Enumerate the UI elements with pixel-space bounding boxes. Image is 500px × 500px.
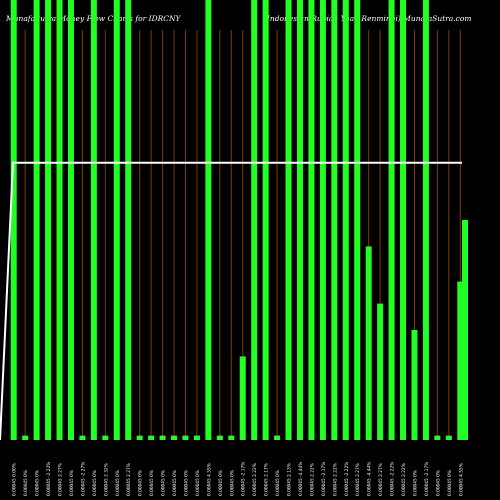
bar	[113, 0, 120, 440]
bar	[136, 435, 143, 440]
tick-label: 0.00045 2.22%	[332, 463, 338, 496]
tick-label: 0.00045 0%	[229, 470, 235, 496]
bar	[90, 0, 97, 440]
tick-label: 0.00045 0%	[447, 470, 453, 496]
tick-label: 0.00045 0%	[435, 470, 441, 496]
bar	[228, 435, 235, 440]
bar	[125, 0, 132, 440]
tick-label: 0.00045 0%	[35, 470, 41, 496]
tick-label: 0.00045 0%	[23, 470, 29, 496]
bar	[354, 0, 361, 440]
bar	[193, 435, 200, 440]
bar	[331, 0, 338, 440]
bar	[422, 0, 429, 440]
bar	[182, 435, 189, 440]
bar	[56, 0, 63, 440]
tick-label: 0.00045 2.27%	[126, 463, 132, 496]
bar	[411, 330, 418, 440]
flow-line	[0, 161, 462, 441]
tick-label: 0.00045 0%	[149, 470, 155, 496]
bar	[33, 0, 40, 440]
bar	[251, 0, 258, 440]
tick-label: 0.00045 -2.22%	[390, 462, 396, 496]
tick-label: 0.00045 2.27%	[58, 463, 64, 496]
bar	[148, 435, 155, 440]
tick-label: 0.00045 0%	[172, 470, 178, 496]
tick-label: 0.00045 4.55%	[458, 463, 464, 496]
tick-label: 0.00045 2.32%	[103, 463, 109, 496]
tick-label: 0.00045 -2.17%	[321, 462, 327, 496]
tick-label: 0.00045 2.27%	[355, 463, 361, 496]
chart-title-right: (Indonesian Rupiah Yuan Renminbi) Munafa…	[264, 14, 472, 23]
tick-label: 0.00045 0%	[115, 470, 121, 496]
bar	[342, 0, 349, 440]
bar	[262, 0, 269, 440]
bar	[457, 281, 464, 440]
tick-label: 0.00045 0%	[195, 470, 201, 496]
bar	[102, 435, 109, 440]
tick-label: 0.00045 0%	[69, 470, 75, 496]
tick-label: 0.00045 0%	[161, 470, 167, 496]
bar	[10, 0, 17, 440]
bar	[365, 246, 372, 440]
tick-label: 0.00045 -2.17%	[424, 462, 430, 496]
bar	[388, 0, 395, 440]
bar	[274, 435, 281, 440]
bar	[239, 356, 246, 440]
tick-label: 0.00045 0%	[138, 470, 144, 496]
bar	[22, 435, 29, 440]
bar	[400, 0, 407, 440]
tick-label: 0.00045 4.55%	[206, 463, 212, 496]
bar	[79, 435, 86, 440]
bar	[445, 435, 452, 440]
tick-label: 0.00045 -2.17%	[241, 462, 247, 496]
tick-label: 0.00045 0.00%	[12, 463, 18, 496]
tick-label: 0.00045 -2.22%	[46, 462, 52, 496]
tick-label: 0.00045 0%	[412, 470, 418, 496]
bar	[308, 0, 315, 440]
tick-label: 0.00045 0%	[275, 470, 281, 496]
tick-label: 0.00045 2.27%	[378, 463, 384, 496]
tick-label: 0.00045 2.22%	[309, 463, 315, 496]
bar	[377, 303, 384, 440]
tick-label: 0.00045 0%	[218, 470, 224, 496]
bar	[296, 0, 303, 440]
tick-label: 0.00045 -4.44%	[298, 462, 304, 496]
bar	[285, 0, 292, 440]
bar	[216, 435, 223, 440]
tick-label: 0.00045 -2.22%	[344, 462, 350, 496]
bar	[434, 435, 441, 440]
tick-label: 0.00045 -4.44%	[367, 462, 373, 496]
bar	[67, 0, 74, 440]
bar	[205, 0, 212, 440]
tick-label: 0.00045 0%	[92, 470, 98, 496]
bar	[171, 435, 178, 440]
bar-extra	[462, 220, 468, 440]
tick-label: 0.00045 2.17%	[264, 463, 270, 496]
bar	[319, 0, 326, 440]
tick-label: 0.00045 2.13%	[287, 463, 293, 496]
bar	[45, 0, 52, 440]
tick-label: 0.00045 2.22%	[252, 463, 258, 496]
tick-label: 0.00045 2.22%	[401, 463, 407, 496]
tick-label: 0.00045 0%	[183, 470, 189, 496]
tick-label: 0.00045 -2.27%	[80, 462, 86, 496]
bar	[159, 435, 166, 440]
